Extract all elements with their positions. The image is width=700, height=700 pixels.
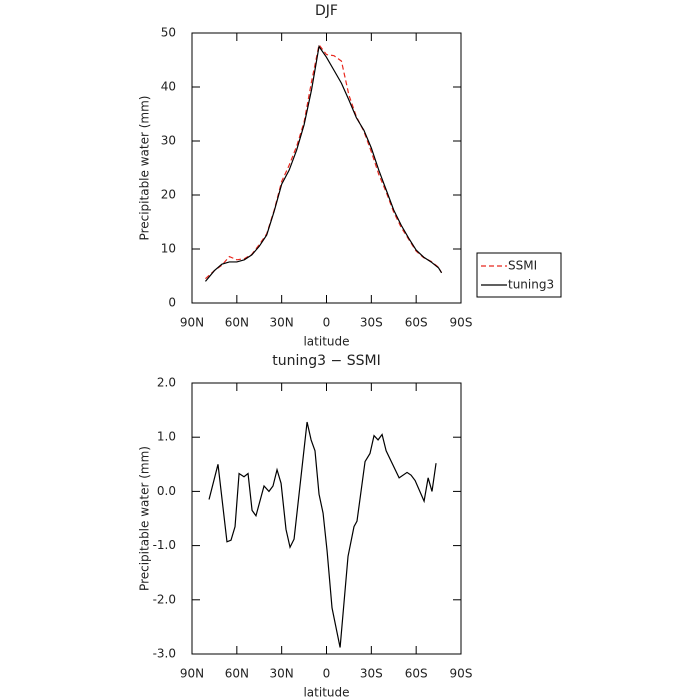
legend-label: tuning3 bbox=[508, 278, 554, 292]
x-tick-label: 90N bbox=[180, 316, 204, 330]
x-tick-label: 0 bbox=[323, 316, 331, 330]
x-tick-label: 30S bbox=[360, 667, 383, 681]
data-line bbox=[204, 44, 443, 282]
x-tick-label: 60S bbox=[405, 667, 428, 681]
y-tick-label: -1.0 bbox=[153, 538, 176, 552]
x-tick-label: 30N bbox=[270, 667, 294, 681]
y-tick-label: 10 bbox=[161, 242, 176, 256]
x-tick-label: 60N bbox=[225, 667, 249, 681]
legend-label: SSMI bbox=[508, 259, 537, 273]
x-tick-label: 30N bbox=[270, 316, 294, 330]
y-tick-label: 2.0 bbox=[157, 376, 176, 390]
chart-title: DJF bbox=[315, 3, 338, 19]
legend: SSMI tuning3 bbox=[476, 252, 562, 298]
panel: DJF latitude Precipitable water (mm) 90N 60N… bbox=[138, 3, 562, 349]
y-tick-label: 20 bbox=[161, 188, 176, 202]
x-tick-label: 60N bbox=[225, 316, 249, 330]
data-line bbox=[205, 43, 443, 280]
x-tick-label: 90S bbox=[450, 667, 473, 681]
x-axis-label: latitude bbox=[303, 335, 349, 349]
y-axis-label: Precipitable water (mm) bbox=[138, 96, 152, 241]
y-tick-label: 30 bbox=[161, 134, 176, 148]
y-tick-label: 1.0 bbox=[157, 430, 176, 444]
y-tick-label: 40 bbox=[161, 80, 176, 94]
chart-title: tuning3 − SSMI bbox=[272, 353, 380, 369]
y-tick-label: -3.0 bbox=[153, 647, 176, 661]
data-line bbox=[208, 421, 437, 648]
x-axis-label: latitude bbox=[303, 686, 349, 700]
x-tick-label: 60S bbox=[405, 316, 428, 330]
y-axis-label: Precipitable water (mm) bbox=[138, 446, 152, 591]
y-tick-label: 0 bbox=[168, 296, 176, 310]
legend-box bbox=[476, 252, 562, 298]
x-tick-label: 90S bbox=[450, 316, 473, 330]
y-tick-label: -2.0 bbox=[153, 592, 176, 606]
x-tick-label: 30S bbox=[360, 316, 383, 330]
y-tick-label: 0.0 bbox=[157, 484, 176, 498]
plot-frame bbox=[191, 382, 462, 655]
x-tick-label: 0 bbox=[323, 667, 331, 681]
panel: tuning3 − SSMI latitude Precipitable water… bbox=[138, 353, 473, 700]
x-tick-label: 90N bbox=[180, 667, 204, 681]
y-tick-label: 50 bbox=[161, 26, 176, 40]
